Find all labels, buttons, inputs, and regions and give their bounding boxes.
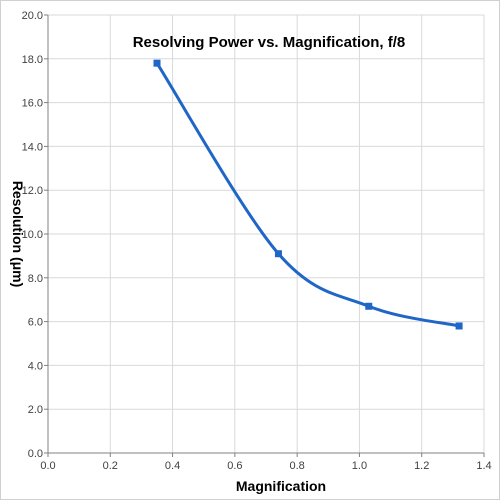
x-tick-label: 1.0 [352, 460, 367, 472]
y-tick-label: 18.0 [22, 54, 43, 66]
series-line [155, 61, 461, 328]
y-axis-title: Resolution (μm) [10, 181, 26, 288]
y-tick-label: 10.0 [22, 229, 43, 241]
x-axis-title: Magnification [236, 478, 326, 494]
data-point-marker [455, 322, 463, 330]
tick-labels: 0.0 0.2 0.4 0.6 0.8 1.0 1.2 1.4 0.0 2.0 4.0 6.0 8.0 1… [22, 10, 492, 472]
y-tick-label: 0.0 [28, 448, 43, 460]
x-tick-label: 1.4 [476, 460, 491, 472]
y-tick-label: 12.0 [22, 185, 43, 197]
x-tick-label: 0.6 [227, 460, 242, 472]
grid-lines [48, 14, 485, 453]
y-tick-label: 8.0 [28, 273, 43, 285]
y-tick-label: 20.0 [22, 10, 43, 22]
series [153, 59, 463, 330]
axes [44, 14, 485, 457]
x-tick-label: 0.2 [103, 460, 118, 472]
y-tick-label: 6.0 [28, 317, 43, 329]
x-tick-label: 0.8 [289, 460, 304, 472]
y-tick-label: 16.0 [22, 98, 43, 110]
y-tick-label: 2.0 [28, 404, 43, 416]
chart-title: Resolving Power vs. Magnification, f/8 [133, 34, 406, 51]
data-point-marker [365, 302, 373, 310]
y-tick-label: 4.0 [28, 360, 43, 372]
x-tick-label: 1.2 [414, 460, 429, 472]
data-point-marker [153, 59, 161, 67]
x-tick-label: 0.4 [165, 460, 180, 472]
data-point-marker [274, 250, 282, 258]
y-tick-label: 14.0 [22, 141, 43, 153]
x-tick-label: 0.0 [40, 460, 55, 472]
